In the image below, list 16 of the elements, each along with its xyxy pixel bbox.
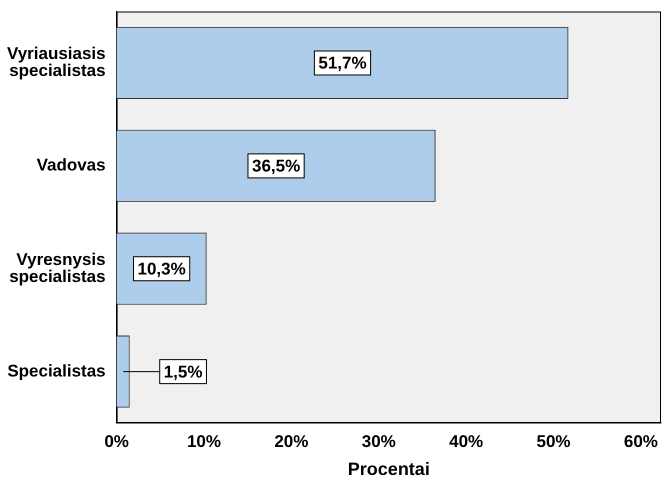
- data-label: 1,5%: [164, 362, 202, 382]
- data-label: 51,7%: [318, 54, 367, 73]
- y-tick-label: Vyriausiasis specialistas: [6, 44, 106, 80]
- x-tick-label: 60%: [624, 432, 658, 451]
- x-tick-label: 20%: [274, 432, 308, 451]
- x-tick-label: 40%: [449, 432, 484, 451]
- x-tick-label: 10%: [186, 432, 222, 451]
- x-tick-label: 50%: [536, 432, 571, 451]
- data-label: 36,5%: [252, 156, 300, 176]
- x-axis-title: Procentai: [348, 459, 430, 480]
- y-tick-label: Vadovas: [36, 156, 106, 174]
- y-tick-label: Specialistas: [7, 361, 106, 380]
- x-tick-label: 0%: [104, 432, 129, 451]
- x-tick-label: 30%: [362, 432, 396, 451]
- y-tick-label: Vyresnysis specialistas: [9, 250, 106, 286]
- data-label: 10,3%: [138, 259, 186, 278]
